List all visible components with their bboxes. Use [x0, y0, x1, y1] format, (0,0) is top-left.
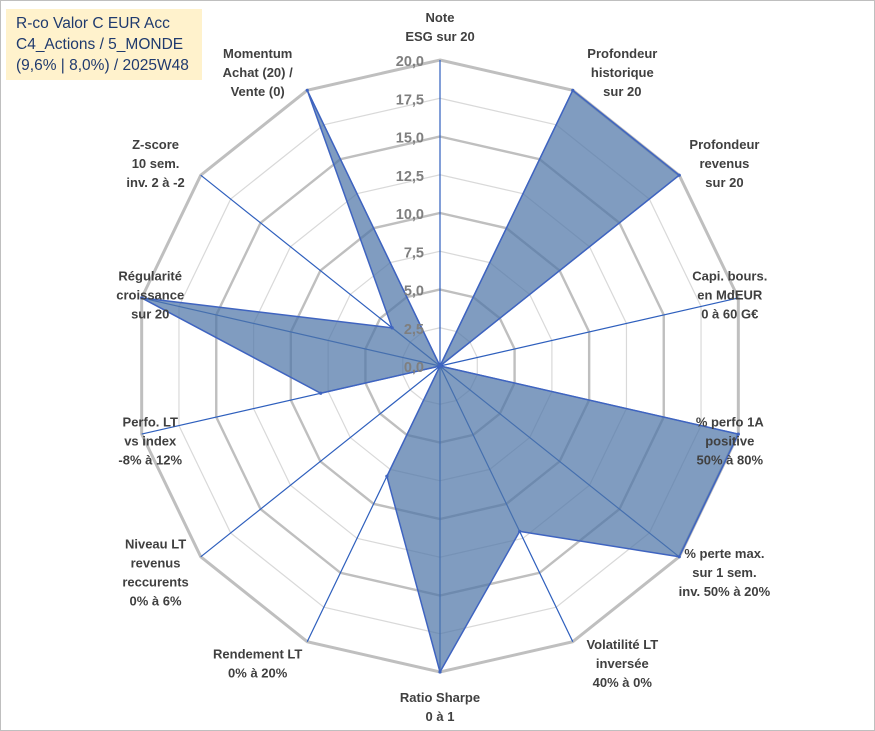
axis-label-line: en MdEUR: [697, 288, 763, 303]
data-point-10: [438, 364, 442, 368]
axis-label-line: 0% à 20%: [228, 666, 288, 681]
axis-label-line: croissance: [116, 288, 184, 303]
axis-label-line: inversée: [596, 656, 649, 671]
axis-label-line: vs index: [124, 433, 177, 448]
axis-label-line: sur 20: [131, 307, 169, 322]
axis-label-7: Volatilité LT inversée 40% à 0%: [586, 637, 658, 690]
spoke-4: [439, 297, 739, 367]
data-point-12: [140, 296, 144, 300]
fund-name: R-co Valor C EUR Acc: [16, 15, 170, 32]
axis-label-line: % perte max.: [684, 546, 764, 561]
axis-label-line: inv. 50% à 20%: [679, 584, 771, 599]
tick-label-9: 20,0: [396, 54, 424, 70]
axis-label-line: sur 1 sem.: [692, 565, 756, 580]
axis-label-line: Vente (0): [231, 84, 285, 99]
axis-label-2: Profondeur historique sur 20: [587, 46, 657, 99]
tick-label-8: 17,5: [396, 92, 424, 108]
fund-performance-week: (9,6% | 8,0%) / 2025W48: [16, 57, 189, 74]
axis-label-line: inv. 2 à -2: [126, 175, 184, 190]
axis-label-13: Z-score 10 sem. inv. 2 à -2: [126, 137, 184, 190]
tick-label-5: 10,0: [396, 207, 424, 223]
tick-label-6: 12,5: [396, 169, 424, 185]
axis-label-line: Rendement LT: [213, 647, 302, 662]
axis-label-10: Niveau LT revenus reccurents 0% à 6%: [122, 537, 188, 609]
axis-label-line: Momentum: [223, 46, 292, 61]
radial-tick-labels: 0,0 2,5 5,0 7,5 10,0 12,5 15,0 17,5 20,0: [396, 54, 424, 376]
axis-label-line: revenus: [131, 556, 181, 571]
axis-label-line: Z-score: [132, 137, 179, 152]
data-point-3: [677, 173, 681, 177]
axis-label-line: 40% à 0%: [593, 675, 653, 690]
axis-label-line: Profondeur: [689, 137, 759, 152]
axis-label-line: historique: [591, 65, 654, 80]
axis-label-line: Niveau LT: [125, 537, 186, 552]
fund-title-box: R-co Valor C EUR Acc C4_Actions / 5_MOND…: [6, 9, 202, 80]
axis-label-14: Momentum Achat (20) / Vente (0): [223, 46, 293, 99]
data-point-2: [571, 88, 575, 92]
tick-label-2: 2,5: [404, 322, 424, 338]
tick-label-3: 5,0: [404, 284, 424, 300]
axis-label-3: Profondeur revenus sur 20: [689, 137, 759, 190]
axis-label-4: Capi. bours. en MdEUR 0 à 60 G€: [692, 269, 767, 322]
axis-label-line: revenus: [700, 156, 750, 171]
axis-label-12: Régularité croissance sur 20: [116, 269, 184, 322]
data-point-7: [518, 529, 522, 534]
axis-label-line: 0 à 1: [426, 709, 455, 724]
category-labels: Note ESG sur 20 Profondeur historique sur 20…: [116, 10, 770, 724]
axis-label-line: Perfo. LT: [123, 414, 178, 429]
axis-label-line: 10 sem.: [132, 156, 180, 171]
axis-label-line: Profondeur: [587, 46, 657, 61]
radar-series: [140, 88, 740, 674]
axis-label-line: sur 20: [603, 84, 641, 99]
tick-label-1: 0,0: [404, 360, 424, 376]
axis-label-line: 50% à 80%: [697, 452, 764, 467]
data-point-5: [736, 432, 740, 436]
axis-label-line: -8% à 12%: [118, 452, 182, 467]
spoke-10: [200, 365, 441, 558]
axis-label-line: Volatilité LT: [586, 637, 658, 652]
axis-label-line: Capi. bours.: [692, 269, 767, 284]
data-point-13: [390, 326, 394, 330]
axis-label-11: Perfo. LT vs index -8% à 12%: [118, 414, 182, 467]
axis-label-line: reccurents: [122, 575, 188, 590]
axis-label-line: sur 20: [705, 175, 743, 190]
tick-label-4: 7,5: [404, 245, 424, 261]
axis-label-line: Ratio Sharpe: [400, 690, 480, 705]
axis-label-line: positive: [705, 433, 754, 448]
data-point-14: [305, 88, 309, 92]
axis-label-9: Rendement LT 0% à 20%: [213, 647, 302, 681]
axis-label-line: Note: [426, 10, 455, 25]
axis-label-line: Achat (20) /: [223, 65, 293, 80]
axis-label-line: ESG sur 20: [405, 29, 474, 44]
data-point-8: [438, 670, 442, 674]
axis-label-line: % perfo 1A: [696, 414, 765, 429]
axis-label-6: % perte max. sur 1 sem. inv. 50% à 20%: [679, 546, 771, 599]
axis-label-line: Régularité: [118, 269, 182, 284]
axis-label-line: 0 à 60 G€: [701, 307, 758, 322]
data-point-6: [677, 555, 681, 559]
axis-label-8: Ratio Sharpe 0 à 1: [400, 690, 480, 724]
tick-label-7: 15,0: [396, 131, 424, 147]
axis-label-5: % perfo 1A positive 50% à 80%: [696, 414, 765, 467]
axis-label-1: Note ESG sur 20: [405, 10, 474, 44]
fund-category: C4_Actions / 5_MONDE: [16, 36, 184, 53]
axis-label-line: 0% à 6%: [130, 594, 182, 609]
data-point-11: [319, 391, 323, 395]
data-point-9: [385, 474, 389, 478]
